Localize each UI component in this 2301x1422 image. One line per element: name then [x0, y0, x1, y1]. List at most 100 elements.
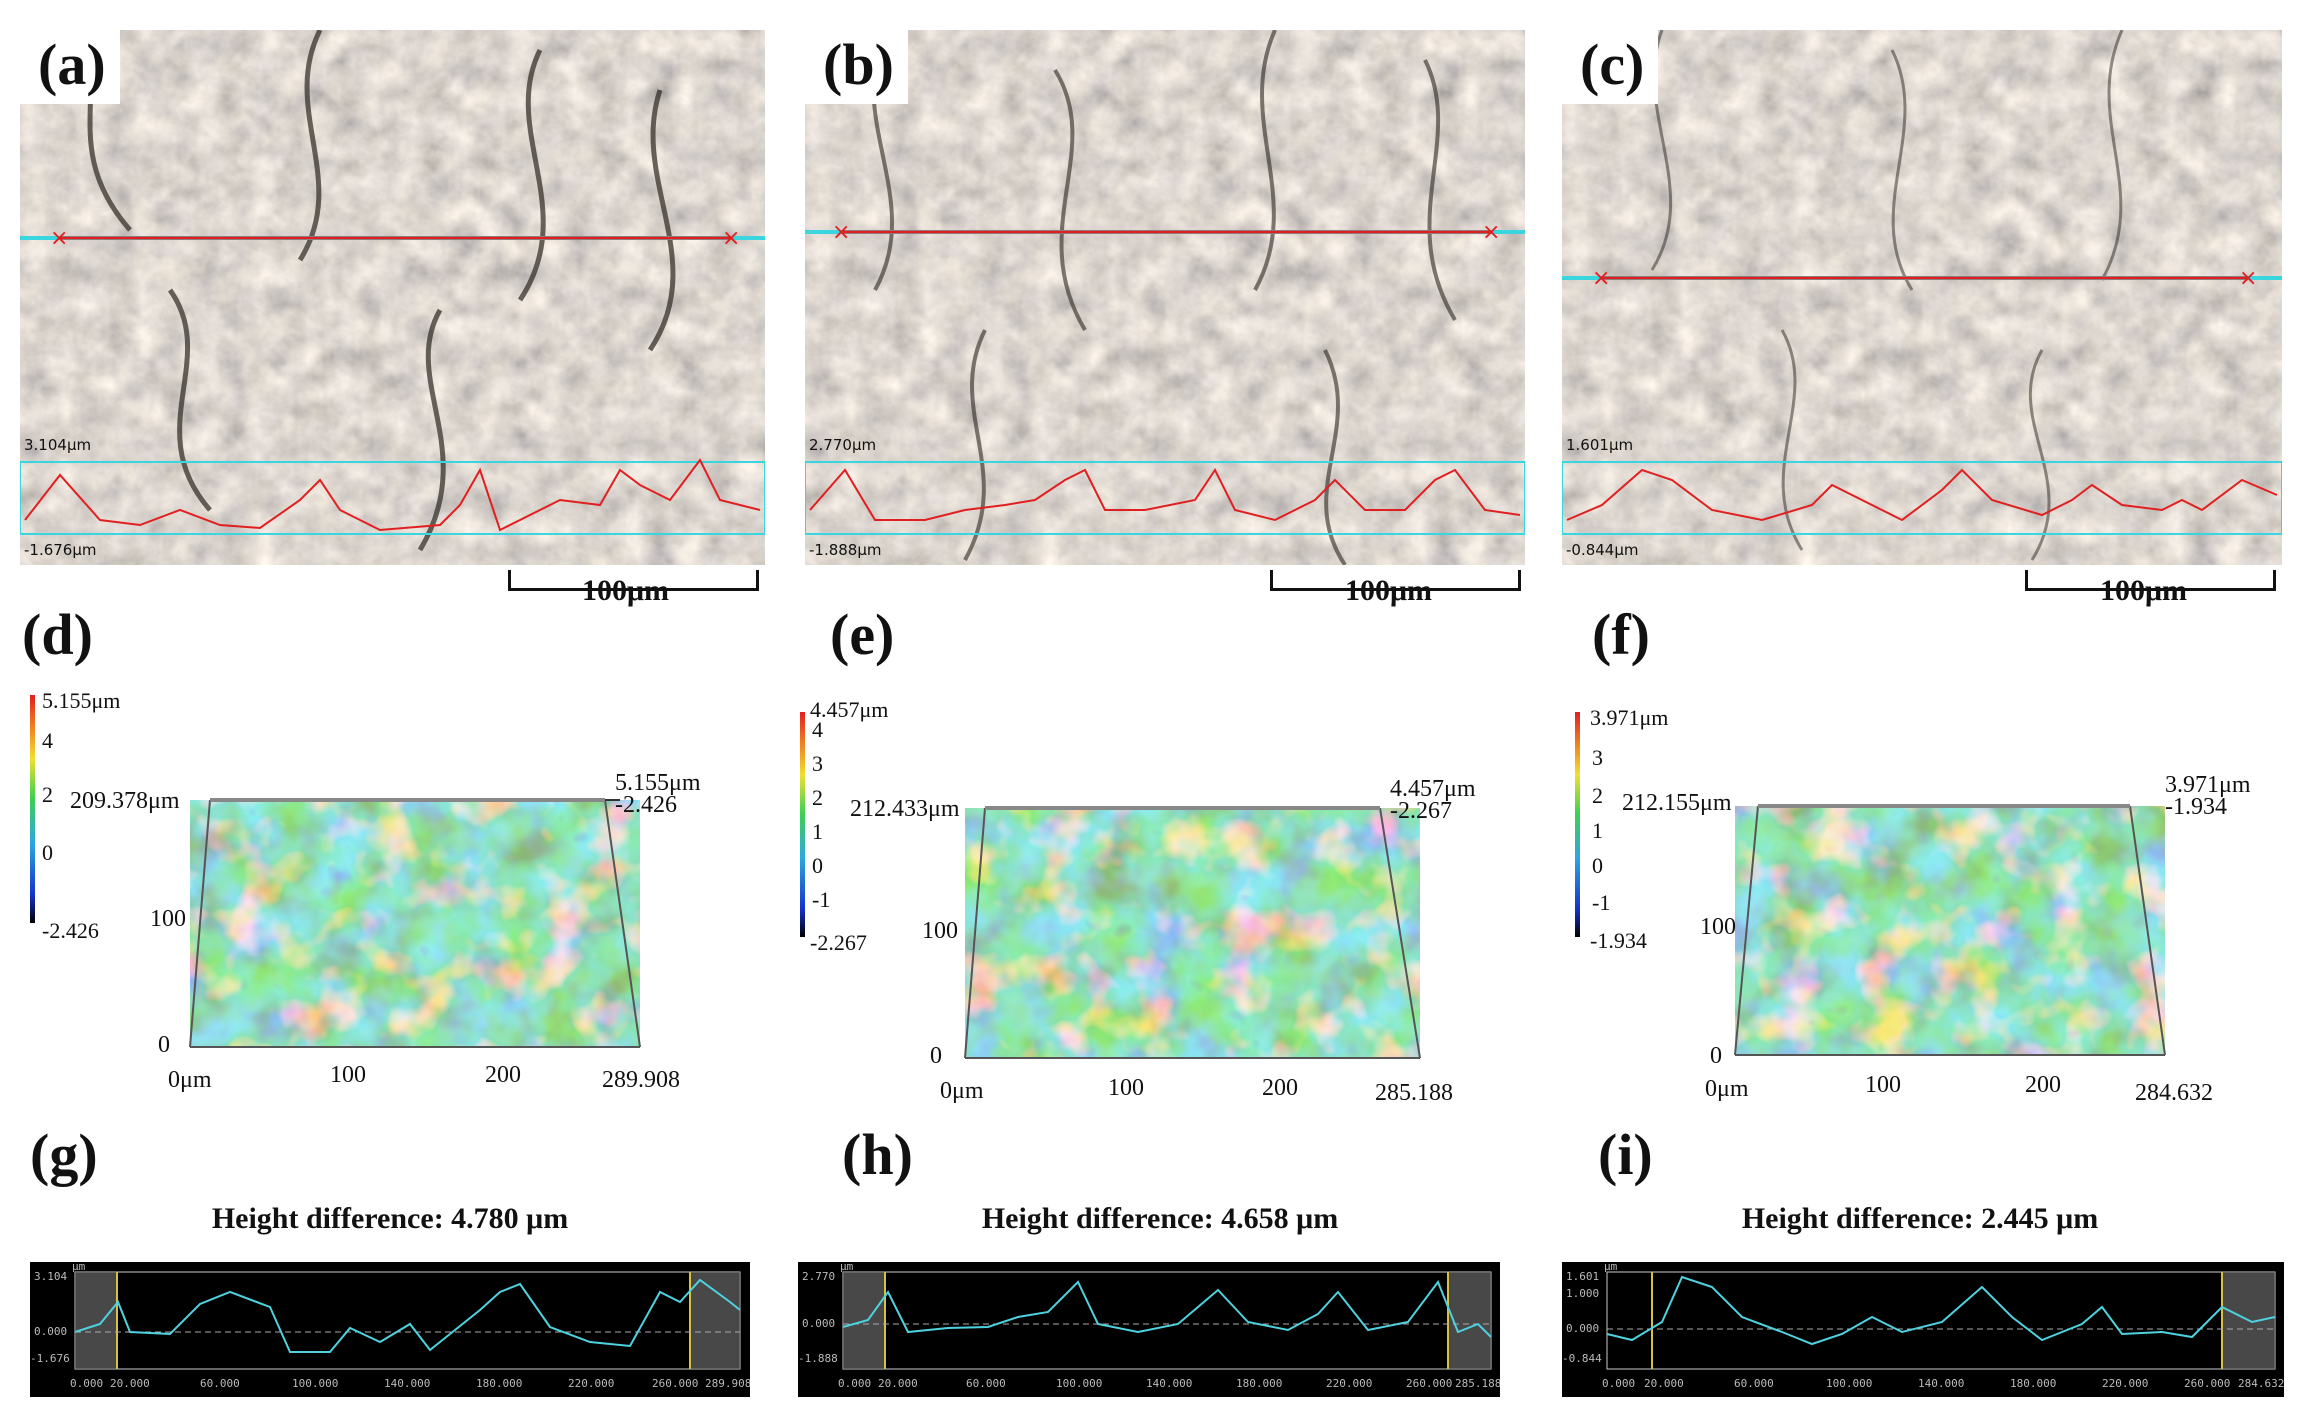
profile-xtick-i-1: 20.000 [1644, 1377, 1684, 1390]
colorbar-min-e: -2.267 [810, 930, 867, 955]
micrograph-b: × × 2.770μm -1.888μm [805, 30, 1525, 565]
profile-max-label: 1.601μm [1566, 436, 1633, 454]
x-tick-d-0: 0μm [168, 1067, 212, 1093]
colorbar-max-f: 3.971μm [1590, 705, 1669, 730]
svg-text:×: × [2239, 266, 2257, 291]
colorbar-min-d: -2.426 [42, 918, 99, 943]
height-difference-i: Height difference: 2.445 μm [1741, 1202, 2099, 1235]
micrograph-a: × × 3.104μm -1.676μm [20, 30, 765, 565]
colorbar-max-d: 5.155μm [42, 688, 121, 713]
panel-label-c: (c) [1562, 30, 1659, 104]
profile-xtick-h-1: 20.000 [878, 1377, 918, 1390]
profile-xtick-i-3: 100.000 [1826, 1377, 1872, 1390]
panel-label-e: (e) [830, 602, 895, 667]
x-tick-d-200: 200 [485, 1062, 521, 1088]
scale-bar-a [508, 570, 759, 591]
colorbar-d [30, 695, 35, 923]
profile-xtick-i-8: 284.632 [2238, 1377, 2284, 1390]
x-tick-e-200: 200 [1262, 1075, 1298, 1101]
profile-xtick-g-1: 20.000 [110, 1377, 150, 1390]
profile-xtick-h-5: 180.000 [1236, 1377, 1282, 1390]
colorbar-tick-e-2: 2 [812, 785, 823, 810]
profile-xtick-g-0: 0.000 [70, 1377, 103, 1390]
y-extent-d: 209.378μm [70, 788, 180, 814]
height-map-d [190, 800, 640, 1047]
panel-label-i: (i) [1598, 1122, 1653, 1187]
profile-ytick-i-3: -0.844 [1562, 1352, 1602, 1365]
profile-unit-h: μm [840, 1262, 854, 1273]
profile-unit-i: μm [1604, 1262, 1618, 1273]
x-tick-f-max: 284.632 [2135, 1080, 2213, 1106]
x-tick-f-200: 200 [2025, 1072, 2061, 1098]
colorbar-tick-f-2: 1 [1592, 818, 1603, 843]
colorbar-tick-e-5: -1 [812, 887, 831, 912]
profile-plot-i: 1.601 1.000 0.000 -0.844 μm 0.000 20.000… [1562, 1260, 2284, 1397]
profile-xtick-g-8: 289.908 [705, 1377, 750, 1390]
profile-xtick-i-4: 140.000 [1918, 1377, 1964, 1390]
profile-min-label: -1.676μm [24, 541, 97, 559]
x-tick-f-0: 0μm [1705, 1076, 1749, 1102]
profile-plot-h: 2.770 0.000 -1.888 μm 0.000 20.000 60.00… [798, 1260, 1501, 1397]
height-difference-g: Height difference: 4.780 μm [211, 1202, 569, 1235]
colorbar-tick-f-3: 0 [1592, 853, 1603, 878]
colorbar-tick-e-3: 1 [812, 819, 823, 844]
profile-min-label: -1.888μm [809, 541, 882, 559]
profile-xtick-g-4: 140.000 [384, 1377, 430, 1390]
y-tick-f-0: 0 [1710, 1043, 1722, 1069]
panel-label-h: (h) [842, 1122, 913, 1187]
profile-ytick-h-2: -1.888 [798, 1352, 838, 1365]
z-min-d: -2.426 [615, 792, 677, 818]
panel-label-a: (a) [20, 30, 120, 104]
profile-xtick-i-0: 0.000 [1602, 1377, 1635, 1390]
z-min-f: -1.934 [2165, 794, 2227, 820]
x-tick-d-max: 289.908 [602, 1067, 680, 1093]
colorbar-f [1575, 712, 1580, 937]
colorbar-tick-f-1: 2 [1592, 783, 1603, 808]
profile-plot-g: 3.104 0.000 -1.676 μm 0.000 20.000 60.00… [30, 1260, 751, 1397]
colorbar-tick-e-4: 0 [812, 853, 823, 878]
profile-xtick-i-7: 260.000 [2184, 1377, 2230, 1390]
height-difference-h: Height difference: 4.658 μm [981, 1202, 1339, 1235]
profile-ytick-i-2: 0.000 [1566, 1322, 1599, 1335]
colorbar-tick-d-2: 0 [42, 840, 53, 865]
svg-text:×: × [1482, 220, 1500, 245]
svg-text:×: × [722, 226, 740, 251]
profile-xtick-h-3: 100.000 [1056, 1377, 1102, 1390]
profile-ytick-h-1: 0.000 [802, 1317, 835, 1330]
x-tick-e-max: 285.188 [1375, 1080, 1453, 1106]
profile-xtick-i-5: 180.000 [2010, 1377, 2056, 1390]
profile-xtick-h-8: 285.188 [1455, 1377, 1500, 1390]
colorbar-min-f: -1.934 [1590, 928, 1647, 953]
y-tick-f-100: 100 [1700, 914, 1736, 940]
profile-xtick-g-3: 100.000 [292, 1377, 338, 1390]
colorbar-max-e: 4.457μm [810, 697, 889, 722]
profile-xtick-h-4: 140.000 [1146, 1377, 1192, 1390]
x-tick-d-100: 100 [330, 1062, 366, 1088]
profile-unit-g: μm [72, 1262, 86, 1273]
svg-text:×: × [50, 226, 68, 251]
profile-xtick-g-5: 180.000 [476, 1377, 522, 1390]
colorbar-tick-f-0: 3 [1592, 745, 1603, 770]
scale-text-a: 100μm [582, 574, 669, 607]
profile-xtick-h-6: 220.000 [1326, 1377, 1372, 1390]
profile-ytick-h-0: 2.770 [802, 1270, 835, 1283]
height-map-e [965, 808, 1420, 1058]
profile-xtick-h-0: 0.000 [838, 1377, 871, 1390]
profile-xtick-g-2: 60.000 [200, 1377, 240, 1390]
colorbar-tick-e-0: 4 [812, 717, 823, 742]
y-tick-d-0: 0 [158, 1032, 170, 1058]
scale-bar-c [2025, 570, 2276, 591]
svg-text:×: × [832, 220, 850, 245]
panel-label-d: (d) [22, 602, 93, 667]
svg-text:×: × [1592, 266, 1610, 291]
y-tick-d-100: 100 [150, 906, 186, 932]
z-max-f: 3.971μm [2165, 772, 2251, 798]
profile-xtick-g-6: 220.000 [568, 1377, 614, 1390]
profile-xtick-h-7: 260.000 [1406, 1377, 1452, 1390]
y-extent-e: 212.433μm [850, 796, 960, 822]
x-tick-e-100: 100 [1108, 1075, 1144, 1101]
profile-xtick-i-6: 220.000 [2102, 1377, 2148, 1390]
colorbar-tick-d-0: 4 [42, 728, 53, 753]
z-max-e: 4.457μm [1390, 776, 1476, 802]
